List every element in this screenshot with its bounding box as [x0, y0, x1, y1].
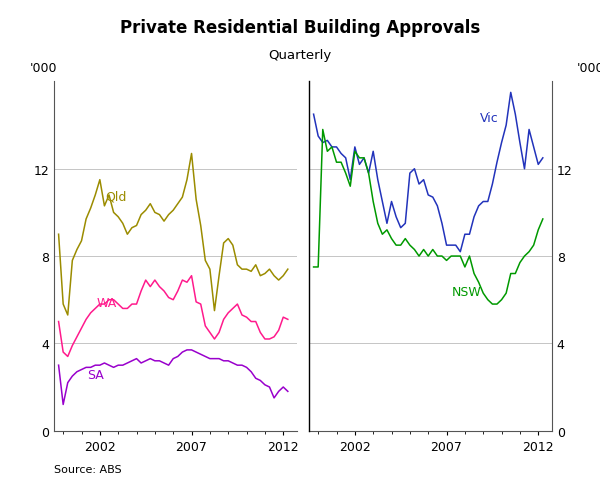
Text: Vic: Vic — [479, 111, 499, 124]
Text: WA: WA — [96, 297, 116, 310]
Text: Quarterly: Quarterly — [268, 48, 332, 61]
Text: Qld: Qld — [106, 190, 127, 203]
Text: SA: SA — [87, 368, 104, 381]
Text: NSW: NSW — [452, 286, 482, 299]
Text: Source: ABS: Source: ABS — [54, 464, 122, 474]
Text: '000: '000 — [30, 62, 57, 76]
Text: '000: '000 — [576, 62, 600, 76]
Text: Private Residential Building Approvals: Private Residential Building Approvals — [120, 19, 480, 37]
